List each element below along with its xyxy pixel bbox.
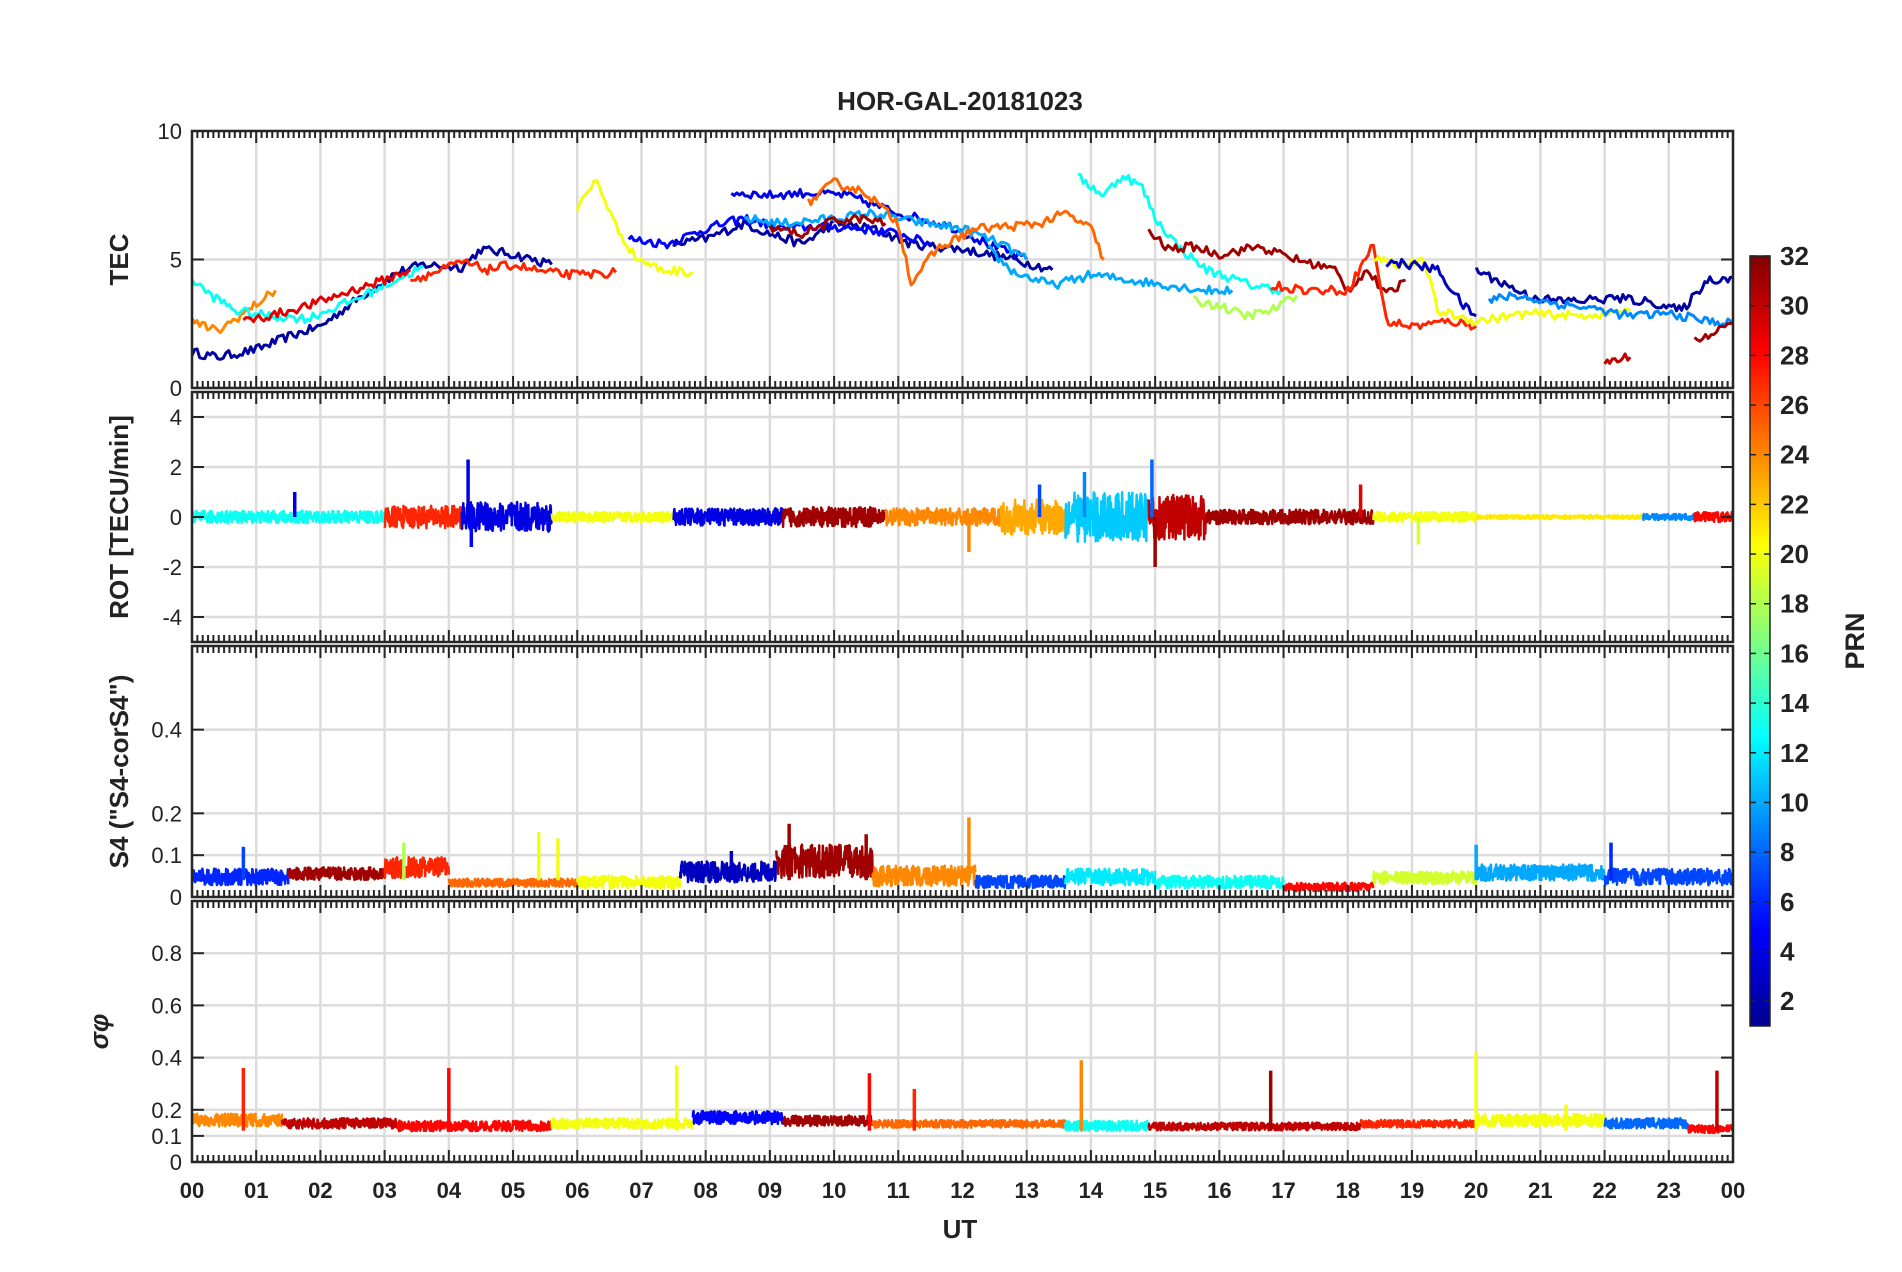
y-tick-label: 0.6 <box>151 993 182 1018</box>
x-tick-label: 21 <box>1528 1178 1552 1203</box>
x-tick-label: 15 <box>1143 1178 1167 1203</box>
y-tick-label: 0.4 <box>151 718 182 743</box>
activity-line-prn-11 <box>1065 492 1149 542</box>
y-tick-label: 0.2 <box>151 1098 182 1123</box>
x-tick-label: 17 <box>1271 1178 1295 1203</box>
x-tick-label: 06 <box>565 1178 589 1203</box>
colorbar-tick-label: 32 <box>1780 241 1809 271</box>
activity-line-prn-12 <box>1065 869 1155 886</box>
activity-line-prn-31 <box>1207 510 1374 525</box>
y-tick-label: 0 <box>170 376 182 401</box>
x-tick-label: 12 <box>950 1178 974 1203</box>
y-axis-label: ROT [TECU/min] <box>104 415 134 619</box>
colorbar-tick-label: 2 <box>1780 986 1794 1016</box>
colorbar-tick-label: 24 <box>1780 440 1809 470</box>
activity-line-prn-13 <box>1065 1121 1149 1131</box>
panel-s4: 0 0.1 0.2 0.4 S4 ("S4-corS4") <box>104 646 1733 910</box>
activity-line-prn-6 <box>192 869 288 886</box>
panel-rot: -4 -2 0 2 4 ROT [TECU/min] <box>104 392 1733 642</box>
x-tick-label: 00 <box>1721 1178 1745 1203</box>
x-axis-label: UT <box>943 1214 978 1244</box>
y-tick-label: 0.1 <box>151 843 182 868</box>
y-tick-label: 0.1 <box>151 1124 182 1149</box>
x-tick-label: 01 <box>244 1178 268 1203</box>
y-tick-label: 4 <box>170 405 182 430</box>
tec-scintillation-figure: HOR-GAL-20181023 0510TEC-4-2024ROT [TECU… <box>0 0 1902 1272</box>
y-tick-label: 10 <box>158 119 182 144</box>
colorbar-tick-label: 4 <box>1780 936 1795 966</box>
x-tick-label: 10 <box>822 1178 846 1203</box>
x-tick-label: 03 <box>372 1178 396 1203</box>
x-tick-label: 22 <box>1592 1178 1616 1203</box>
activity-line-prn-21 <box>1476 515 1643 519</box>
colorbar-tick-label: 22 <box>1780 489 1809 519</box>
y-axis-label: S4 ("S4-corS4") <box>104 675 134 869</box>
x-tick-label: 16 <box>1207 1178 1231 1203</box>
y-tick-label: 0 <box>170 885 182 910</box>
colorbar-tick-label: 26 <box>1780 390 1809 420</box>
activity-line-prn-28 <box>1688 1125 1733 1133</box>
colorbar-label: PRN <box>1840 612 1870 669</box>
x-tick-label: 09 <box>758 1178 782 1203</box>
x-tick-label: 00 <box>180 1178 204 1203</box>
y-tick-label: 5 <box>170 248 182 273</box>
panel-sigma: 00.10.2 0.4 0.6 0.8 σφ 00 01 02 03 04 05 06 07 08 09 10… <box>84 901 1745 1203</box>
activity-line-prn-27 <box>385 857 449 878</box>
x-tick-label: 13 <box>1014 1178 1038 1203</box>
y-axis-label: TEC <box>104 233 134 285</box>
colorbar-gradient <box>1750 256 1770 1026</box>
activity-line-prn-25 <box>873 1120 1066 1128</box>
x-tick-label: 19 <box>1400 1178 1424 1203</box>
colorbar-tick-label: 28 <box>1780 340 1809 370</box>
x-tick-label: 04 <box>437 1178 462 1203</box>
colorbar-tick-label: 8 <box>1780 837 1794 867</box>
x-tick-label: 08 <box>693 1178 717 1203</box>
chart-title: HOR-GAL-20181023 <box>837 86 1083 116</box>
x-tick-label: 20 <box>1464 1178 1488 1203</box>
x-tick-label: 05 <box>501 1178 525 1203</box>
colorbar: 2468101214161820222426283032 PRN <box>1750 241 1870 1026</box>
y-tick-label: 0.4 <box>151 1046 182 1071</box>
colorbar-tick-label: 16 <box>1780 638 1809 668</box>
colorbar-tick-label: 30 <box>1780 291 1809 321</box>
x-tick-label: 02 <box>308 1178 332 1203</box>
y-tick-label: 0.8 <box>151 941 182 966</box>
y-tick-label: -4 <box>162 605 182 630</box>
colorbar-tick-label: 18 <box>1780 589 1809 619</box>
activity-line-prn-7 <box>975 876 1065 889</box>
activity-line-prn-30 <box>282 1118 398 1128</box>
activity-line-prn-31 <box>783 1116 873 1126</box>
colorbar-tick-label: 10 <box>1780 787 1809 817</box>
x-tick-label: 18 <box>1336 1178 1360 1203</box>
colorbar-tick-label: 12 <box>1780 738 1809 768</box>
y-tick-label: 2 <box>170 455 182 480</box>
x-tick-label: 11 <box>887 1178 910 1203</box>
y-tick-label: 0.2 <box>151 801 182 826</box>
y-tick-label: 0 <box>170 1150 182 1175</box>
x-tick-label: 23 <box>1657 1178 1681 1203</box>
y-axis-label: σφ <box>84 1014 114 1050</box>
x-tick-label: 14 <box>1079 1178 1104 1203</box>
activity-line-prn-28 <box>1284 883 1374 891</box>
colorbar-tick-label: 20 <box>1780 539 1809 569</box>
colorbar-tick-label: 6 <box>1780 887 1794 917</box>
y-tick-label: 0 <box>170 505 182 530</box>
panel-tec: 0 5 10 TEC <box>104 119 1733 401</box>
colorbar-tick-label: 14 <box>1780 688 1809 718</box>
x-tick-label: 07 <box>629 1178 653 1203</box>
y-tick-label: -2 <box>162 555 182 580</box>
